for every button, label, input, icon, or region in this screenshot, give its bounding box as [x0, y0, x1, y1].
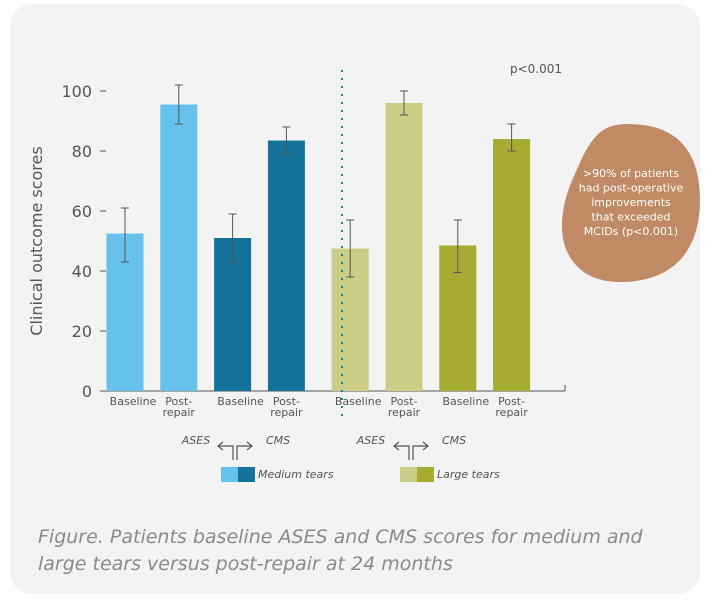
legend-arrow-right-icon — [412, 441, 429, 460]
bar — [385, 103, 423, 391]
x-tick-label: Post-repair — [163, 395, 196, 419]
legend-left-label: ASES — [181, 434, 210, 447]
y-tick-label: 0 — [82, 382, 92, 401]
legend-arrow-left-icon — [217, 441, 234, 460]
x-tick-label: Baseline — [217, 395, 264, 408]
y-tick-label: 80 — [72, 142, 92, 161]
legend-right-label: CMS — [442, 434, 466, 447]
bar — [160, 104, 198, 391]
bar — [493, 139, 531, 391]
legend-swatch — [238, 467, 255, 482]
legend-label: Large tears — [437, 468, 500, 481]
p-value-label: p<0.001 — [510, 62, 562, 76]
legend-right-label: CMS — [266, 434, 290, 447]
x-tick-label: Baseline — [442, 395, 489, 408]
x-tick-label: Post-repair — [495, 395, 528, 419]
legend-swatch — [417, 467, 434, 482]
legend-arrow-right-icon — [236, 441, 253, 460]
x-tick-label: Baseline — [110, 395, 157, 408]
bar — [214, 238, 252, 391]
bar — [267, 140, 305, 391]
x-tick-label: Baseline — [335, 395, 382, 408]
y-tick-label: 40 — [72, 262, 92, 281]
legend-arrow-left-icon — [393, 441, 410, 460]
annotation-text: >90% of patients had post-operative improv… — [579, 167, 684, 238]
legend-swatch — [221, 467, 238, 482]
annotation-blob — [562, 124, 700, 282]
y-tick-label: 100 — [61, 82, 92, 101]
legend-label: Medium tears — [258, 468, 334, 481]
y-axis-label: Clinical outcome scores — [27, 146, 46, 335]
y-tick-label: 20 — [72, 322, 92, 341]
figure-caption: Figure. Patients baseline ASES and CMS s… — [38, 526, 643, 575]
legend-swatch — [400, 467, 417, 482]
x-tick-label: Post-repair — [270, 395, 303, 419]
x-tick-label: Post-repair — [388, 395, 421, 419]
legend-left-label: ASES — [356, 434, 385, 447]
y-tick-label: 60 — [72, 202, 92, 221]
